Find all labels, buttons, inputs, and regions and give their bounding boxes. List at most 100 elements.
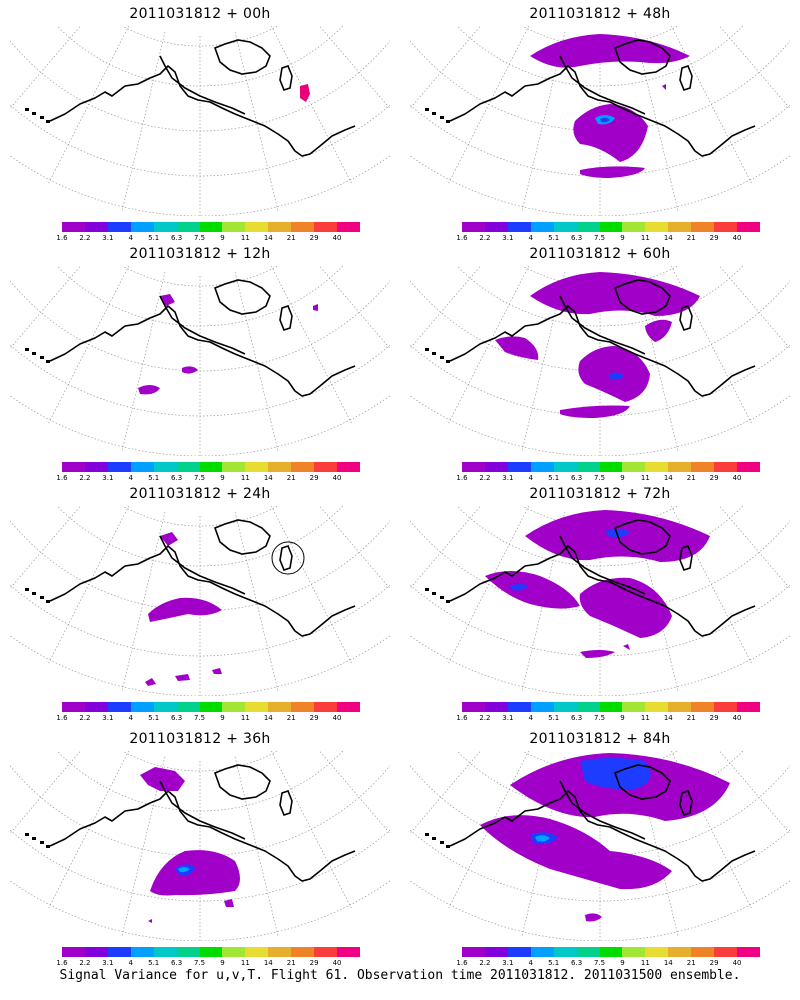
colorbar-swatch xyxy=(314,222,338,232)
island-mark xyxy=(40,356,44,359)
meridian-line xyxy=(410,751,479,808)
colorbar-swatch xyxy=(530,222,554,232)
colorbar-tick-label: 9 xyxy=(620,714,625,722)
colorbar-swatch xyxy=(553,702,577,712)
island-mark xyxy=(46,120,50,123)
colorbar-tick-label: 29 xyxy=(309,959,319,967)
colorbar-tick-label: 6.3 xyxy=(571,714,583,722)
colorbar-swatch xyxy=(314,947,338,957)
island-mark xyxy=(40,116,44,119)
colorbar-swatch xyxy=(130,222,154,232)
colorbar-swatch xyxy=(222,222,246,232)
colorbar-swatch xyxy=(484,222,508,232)
colorbar xyxy=(62,462,360,472)
colorbar-labels: 1.6 2.2 3.1 4 5.1 6.3 7.5 9 11 14 21 29 40 xyxy=(56,959,360,969)
colorbar-tick-label: 9 xyxy=(620,234,625,242)
colorbar-swatch xyxy=(291,222,315,232)
coastline-segment xyxy=(49,790,356,882)
colorbar-swatch xyxy=(268,462,292,472)
colorbar-tick-label: 1.6 xyxy=(456,234,468,242)
variance-contour xyxy=(138,385,160,395)
colorbar-tick-label: 40 xyxy=(332,474,342,482)
coastline-segment xyxy=(49,65,356,157)
colorbar-tick-label: 11 xyxy=(640,959,650,967)
meridian-line xyxy=(410,751,481,835)
colorbar-swatch xyxy=(153,702,177,712)
variance-contour xyxy=(535,835,550,842)
colorbar-swatch xyxy=(714,462,738,472)
colorbar-tick-label: 6.3 xyxy=(171,959,183,967)
map-plot xyxy=(410,751,790,941)
island-mark xyxy=(440,356,444,359)
meridian-line xyxy=(447,751,530,910)
variance-contour xyxy=(623,644,630,650)
colorbar-swatch xyxy=(199,702,223,712)
latitude-circle xyxy=(56,751,344,812)
arctic-archipelago xyxy=(213,279,271,315)
colorbar-swatch xyxy=(245,702,269,712)
meridian-line xyxy=(410,26,481,110)
variance-field xyxy=(140,767,240,923)
variance-field xyxy=(485,510,710,658)
coastline-segment xyxy=(159,780,246,840)
panel-title: 2011031812 + 24h xyxy=(129,486,271,502)
colorbar-swatch xyxy=(337,702,360,712)
colorbar-tick-label: 2.2 xyxy=(479,959,491,967)
colorbar-tick-label: 9 xyxy=(220,714,225,722)
colorbar-swatch xyxy=(153,462,177,472)
colorbar-swatch xyxy=(599,947,623,957)
colorbar-tick-label: 29 xyxy=(309,714,319,722)
variance-contour xyxy=(480,815,672,890)
colorbar-swatch xyxy=(62,702,85,712)
variance-contour xyxy=(645,319,672,342)
meridian-line xyxy=(270,506,353,665)
meridian-line xyxy=(521,756,566,937)
coastline xyxy=(25,279,356,397)
colorbar-tick-label: 3.1 xyxy=(102,714,114,722)
meridian-line xyxy=(410,266,479,323)
colorbar-tick-label: 7.5 xyxy=(593,959,606,967)
colorbar-swatch xyxy=(576,702,600,712)
island-mark xyxy=(40,596,44,599)
colorbar-swatch xyxy=(84,462,108,472)
meridian-line xyxy=(721,506,790,563)
coastline-segment xyxy=(159,55,246,115)
colorbar-swatch xyxy=(130,702,154,712)
meridian-line xyxy=(121,271,166,452)
coastline-segment xyxy=(559,55,646,115)
variance-contour xyxy=(610,372,624,380)
colorbar-swatch xyxy=(176,947,200,957)
coastline-segment xyxy=(559,780,646,840)
colorbar-tick-label: 1.6 xyxy=(456,474,468,482)
highlight-circle xyxy=(271,541,305,575)
colorbar-swatch xyxy=(62,222,85,232)
colorbar-swatch xyxy=(507,947,531,957)
colorbar-swatch xyxy=(507,222,531,232)
meridian-line xyxy=(321,266,390,323)
colorbar-tick-label: 14 xyxy=(663,714,673,722)
forecast-panel-48h: 2011031812 + 48h 1.6 2.2 3.1 4 5.1 6.3 7.5 9 11 14… xyxy=(400,0,800,245)
colorbar-swatch xyxy=(84,947,108,957)
island-mark xyxy=(25,588,29,591)
colorbar-swatch xyxy=(462,222,485,232)
colorbar-swatch xyxy=(622,702,646,712)
meridian-line xyxy=(10,751,79,808)
island-mark xyxy=(432,837,436,840)
colorbar-tick-label: 29 xyxy=(309,474,319,482)
colorbar-tick-label: 3.1 xyxy=(502,474,514,482)
variance-field xyxy=(495,272,700,418)
colorbar-tick-label: 21 xyxy=(286,959,296,967)
colorbar-swatch xyxy=(107,462,131,472)
coastline-segment xyxy=(49,305,356,397)
colorbar-swatch xyxy=(484,462,508,472)
colorbar-tick-label: 6.3 xyxy=(571,234,583,242)
variance-contour xyxy=(530,272,700,316)
forecast-panel-84h: 2011031812 + 84h 1.6 2.2 3.1 4 5.1 6.3 7.5 9 11 14… xyxy=(400,725,800,970)
latitude-circle xyxy=(10,829,390,902)
island-mark xyxy=(32,592,36,595)
colorbar-swatch xyxy=(222,702,246,712)
coastline xyxy=(25,39,356,157)
colorbar-swatch xyxy=(84,702,108,712)
colorbar-swatch xyxy=(107,222,131,232)
meridian-line xyxy=(719,751,790,835)
